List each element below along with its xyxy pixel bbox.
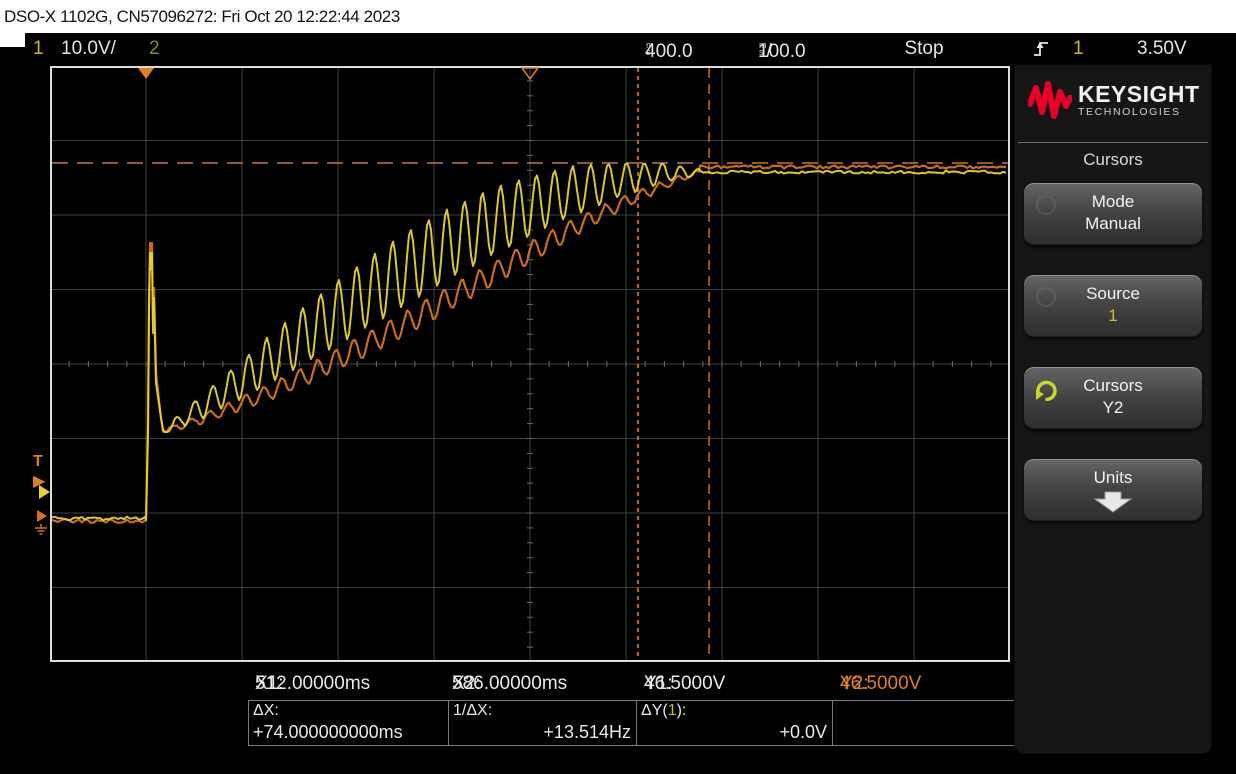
status-bar: 1 10.0V/ 2 400.0 m s 100.0 m s / Stop 1 3.50V: [25, 35, 1236, 64]
brand-subtitle: TECHNOLOGIES: [1078, 106, 1181, 118]
reference-trace: [51, 164, 1007, 524]
ground-symbol-icon: [35, 524, 47, 535]
down-arrow-icon: [1093, 491, 1133, 513]
softkey-sidebar: KEYSIGHT TECHNOLOGIES Cursors Mode Manua…: [1014, 64, 1212, 754]
channel1-ground-marker[interactable]: [39, 485, 50, 499]
channel1-trace: [51, 162, 1007, 522]
softkey-source[interactable]: Source 1: [1024, 275, 1202, 337]
brand-name: KEYSIGHT: [1078, 81, 1200, 107]
trigger-level: 3.50V: [1137, 38, 1187, 59]
device-header: DSO-X 1102G, CN57096272: Fri Oct 20 12:2…: [0, 0, 1236, 33]
trigger-position-marker: [138, 68, 154, 79]
rising-edge-trigger-icon: [1034, 42, 1048, 56]
header-notch: [0, 33, 25, 47]
softkey-indicator-icon: [1036, 195, 1056, 215]
scope-screen: 1 10.0V/ 2 400.0 m s 100.0 m s / Stop 1 3.50V…: [0, 33, 1236, 774]
cursor-readout-row: X1: 512.00000ms X2: 586.00000ms Y1: 46.5000…: [255, 673, 922, 694]
rotate-knob-icon: [1036, 380, 1057, 402]
delta-y-cell: ΔY(1): +0.0V: [636, 700, 834, 746]
reference-ground-marker[interactable]: [37, 510, 47, 522]
run-state-badge: Stop: [904, 38, 944, 59]
channel1-number[interactable]: 1: [33, 38, 44, 59]
softkey-indicator-icon: [1036, 287, 1056, 307]
empty-readout-cell: [832, 700, 1030, 746]
keysight-logo: KEYSIGHT TECHNOLOGIES: [1014, 74, 1212, 136]
softkey-units[interactable]: Units: [1024, 459, 1202, 521]
graticule-border: [50, 66, 1010, 662]
trigger-source: 1: [1073, 38, 1084, 59]
menu-title: Cursors: [1083, 150, 1143, 169]
time-reference-marker: [520, 67, 540, 81]
channel2-number[interactable]: 2: [149, 38, 160, 59]
sidebar-divider: [1018, 142, 1208, 143]
device-title: DSO-X 1102G, CN57096272: Fri Oct 20 12:2…: [4, 7, 400, 26]
delta-readout-row: ΔX: +74.000000000ms 1/ΔX: +13.514Hz ΔY(1…: [0, 700, 1030, 746]
delta-x-cell: ΔX: +74.000000000ms: [248, 700, 450, 746]
channel1-scale[interactable]: 10.0V/: [61, 38, 116, 59]
softkey-mode[interactable]: Mode Manual: [1024, 183, 1202, 245]
timebase-setting: 100.0 m s /: [758, 39, 806, 62]
keysight-spark-icon: [1028, 81, 1072, 119]
horizontal-delay: 400.0 m s: [645, 39, 693, 62]
graticule: [50, 66, 1010, 662]
softkey-cursors[interactable]: Cursors Y2: [1024, 367, 1202, 429]
inverse-delta-x-cell: 1/ΔX: +13.514Hz: [448, 700, 638, 746]
